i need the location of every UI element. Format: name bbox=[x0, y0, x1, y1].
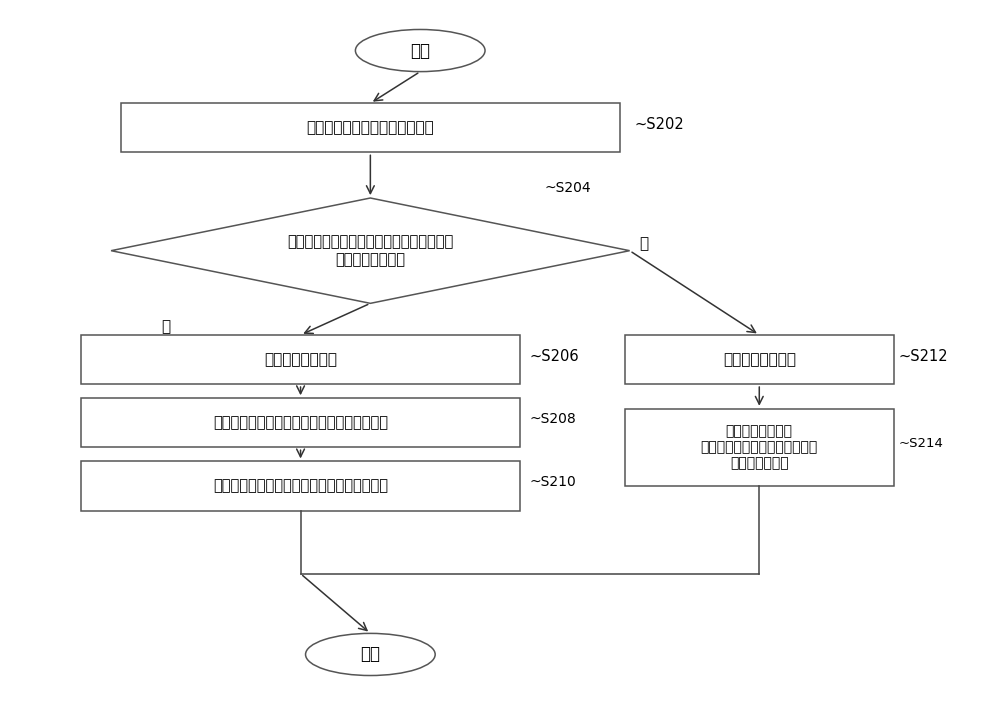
Text: ~S204: ~S204 bbox=[545, 180, 592, 195]
Text: 是: 是 bbox=[161, 319, 170, 333]
FancyBboxPatch shape bbox=[81, 335, 520, 384]
Text: 结束: 结束 bbox=[360, 646, 380, 663]
Text: ~S206: ~S206 bbox=[530, 348, 580, 364]
Text: ~S210: ~S210 bbox=[530, 475, 577, 489]
Polygon shape bbox=[111, 198, 630, 303]
Text: ~S202: ~S202 bbox=[635, 117, 684, 132]
Text: 接收订单发送端发送的订单信息: 接收订单发送端发送的订单信息 bbox=[306, 121, 434, 135]
Ellipse shape bbox=[306, 633, 435, 675]
Text: 运行闲时排单模式: 运行闲时排单模式 bbox=[264, 352, 337, 367]
Text: 根据多个烹饪器具
的剩余工作时长，发送订单信息
至一个烹饪器具: 根据多个烹饪器具 的剩余工作时长，发送订单信息 至一个烹饪器具 bbox=[701, 424, 818, 470]
Ellipse shape bbox=[355, 30, 485, 72]
FancyBboxPatch shape bbox=[625, 335, 894, 384]
Text: ~S212: ~S212 bbox=[899, 348, 949, 364]
Text: 运行忙时排单模式: 运行忙时排单模式 bbox=[723, 352, 796, 367]
FancyBboxPatch shape bbox=[121, 103, 620, 152]
Text: ~S208: ~S208 bbox=[530, 412, 577, 427]
FancyBboxPatch shape bbox=[625, 409, 894, 486]
FancyBboxPatch shape bbox=[81, 398, 520, 447]
Text: 开始: 开始 bbox=[410, 42, 430, 59]
FancyBboxPatch shape bbox=[81, 461, 520, 510]
Text: 判断多个烹饪器具中是否存在至少一个烹饪
器具处于空闲状态: 判断多个烹饪器具中是否存在至少一个烹饪 器具处于空闲状态 bbox=[287, 235, 453, 267]
Text: 查询处于空闲状态的烹饪器具的累计工作时长: 查询处于空闲状态的烹饪器具的累计工作时长 bbox=[213, 415, 388, 430]
Text: 发送订单信息至累计工作时长最短的烹饪器具: 发送订单信息至累计工作时长最短的烹饪器具 bbox=[213, 479, 388, 494]
Text: ~S214: ~S214 bbox=[899, 437, 944, 450]
Text: 否: 否 bbox=[640, 236, 649, 251]
